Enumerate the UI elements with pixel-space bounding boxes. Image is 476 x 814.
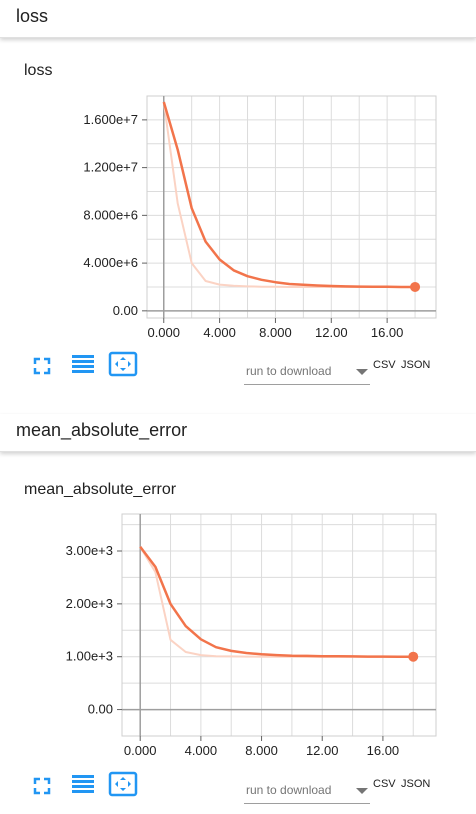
- raw-series-line: [139, 546, 414, 658]
- y-tick-label: 1.200e+7: [83, 160, 138, 175]
- fit-domain-icon[interactable]: [108, 351, 138, 377]
- y-tick-label: 1.600e+7: [83, 112, 138, 127]
- raw-series-line: [162, 101, 416, 288]
- run-select-label: run to download: [246, 364, 332, 378]
- plot-area-border: [121, 513, 437, 737]
- y-tick-label: 4.000e+6: [83, 255, 138, 270]
- csv-link[interactable]: CSV: [373, 359, 396, 371]
- list-icon[interactable]: [70, 351, 96, 377]
- section-header-title: mean_absolute_error: [16, 420, 188, 440]
- y-tick-label: 0.00: [113, 303, 138, 318]
- smoothed-series-line: [139, 546, 414, 658]
- x-tick-label: 8.000: [245, 743, 278, 758]
- last-point-marker[interactable]: [410, 281, 421, 292]
- loss-section-header[interactable]: loss: [0, 0, 476, 38]
- chevron-down-icon: [356, 788, 368, 794]
- y-tick-label: 0.00: [88, 702, 113, 717]
- x-tick-label: 8.000: [259, 325, 292, 340]
- mae-section: mean_absolute_error mean_absolute_error …: [0, 414, 476, 814]
- json-link[interactable]: JSON: [401, 778, 431, 790]
- x-tick-label: 0.000: [124, 743, 157, 758]
- y-tick-label: 3.00e+3: [66, 543, 113, 558]
- json-link[interactable]: JSON: [401, 359, 431, 371]
- y-tick-label: 2.00e+3: [66, 596, 113, 611]
- x-tick-label: 0.000: [147, 325, 180, 340]
- section-header-title: loss: [16, 6, 49, 26]
- fit-domain-icon[interactable]: [108, 771, 138, 797]
- y-tick-label: 8.000e+6: [83, 207, 138, 222]
- chart-title: mean_absolute_error: [24, 481, 177, 498]
- list-icon[interactable]: [70, 771, 96, 797]
- csv-link[interactable]: CSV: [373, 778, 396, 790]
- x-tick-label: 12.00: [306, 743, 339, 758]
- y-tick-label: 1.00e+3: [66, 649, 113, 664]
- smoothed-series-line: [162, 101, 416, 289]
- last-point-marker[interactable]: [408, 651, 419, 662]
- x-tick-label: 16.00: [371, 325, 404, 340]
- chevron-down-icon: [356, 369, 368, 375]
- loss-chart[interactable]: 0.00 4.000e+6 8.000e+6 1.200e+7 1.600e+7 0.00…: [0, 0, 476, 345]
- mae-chart[interactable]: 0.00 1.00e+3 2.00e+3 3.00e+3 0.000 4.000 8.000…: [0, 414, 476, 759]
- x-tick-label: 12.00: [315, 325, 348, 340]
- x-tick-label: 16.00: [367, 743, 400, 758]
- fullscreen-icon[interactable]: [29, 353, 55, 379]
- fullscreen-icon[interactable]: [29, 773, 55, 799]
- mae-section-header[interactable]: mean_absolute_error: [0, 414, 476, 452]
- run-to-download-select[interactable]: run to download: [244, 778, 370, 804]
- run-select-label: run to download: [246, 783, 332, 797]
- run-to-download-select[interactable]: run to download: [244, 359, 370, 385]
- chart-title: loss: [24, 62, 53, 79]
- x-tick-label: 4.000: [203, 325, 236, 340]
- x-tick-label: 4.000: [185, 743, 218, 758]
- loss-section: loss loss 0.00 4.000e+6 8.000e+6 1.200e+7 1.…: [0, 0, 476, 400]
- plot-area-border: [146, 95, 437, 319]
